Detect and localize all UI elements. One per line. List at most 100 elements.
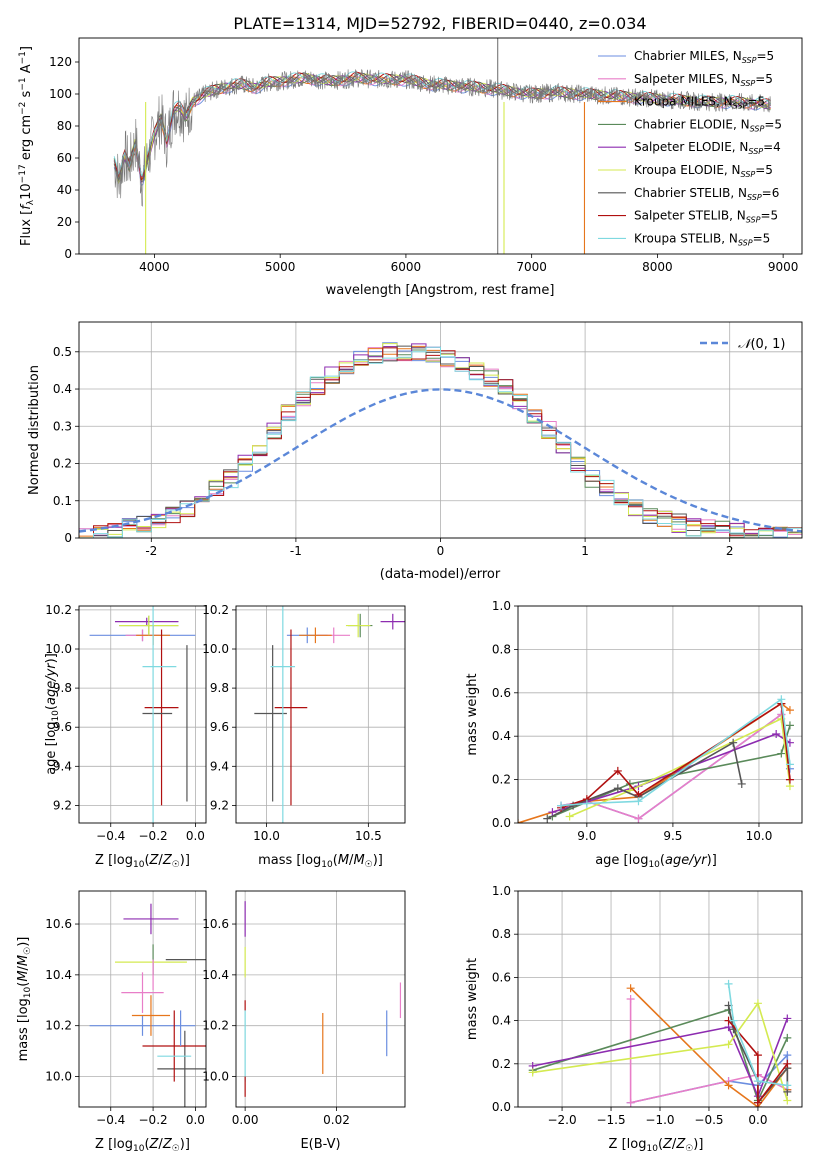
y-tick-label: 0.3	[53, 419, 72, 433]
x-tick-label: 0.0	[748, 1113, 767, 1127]
mass-weight-marker	[772, 730, 781, 739]
plot-area	[244, 901, 402, 1097]
y-tick-label: 0.8	[492, 927, 511, 941]
x-axis-label: Z [log10(Z/Z☉)]	[609, 1137, 704, 1154]
figure-title: PLATE=1314, MJD=52792, FIBERID=0440, z=0…	[233, 14, 646, 33]
mass-weight-marker	[785, 721, 794, 730]
y-tick-label: 10.2	[202, 603, 229, 617]
y-tick-label: 9.2	[210, 798, 229, 812]
spectrum-panel: 4000 5000 6000 7000 8000 9000 0 20 40 60 80 100 120 w…	[18, 37, 803, 298]
y-tick-label: 80	[57, 119, 72, 133]
mass-weight-marker	[634, 814, 643, 823]
y-tick-label: 9.4	[210, 759, 229, 773]
y-tick-label: 40	[57, 183, 72, 197]
y-tick-label: 60	[57, 151, 72, 165]
axes-frame	[235, 605, 406, 824]
axes-frame	[78, 321, 803, 539]
x-tick-label: 6000	[391, 260, 422, 274]
axes-frame	[517, 890, 803, 1108]
y-tick-label: 9.4	[53, 759, 72, 773]
y-tick-label: 10.6	[45, 917, 72, 931]
z-age-panel: −0.4 −0.2 0.0 9.2 9.4 9.6 9.8 10.0 10.2 Z [log10(…	[44, 603, 207, 870]
mass-weight-marker	[783, 1081, 792, 1090]
mass-weight-marker	[753, 999, 762, 1008]
mass-weight-marker	[613, 784, 622, 793]
y-tick-label: 0.1	[53, 494, 72, 508]
mass-weight-marker	[753, 1051, 762, 1060]
y-tick-label: 10.4	[45, 968, 72, 982]
y-tick-label: 10.4	[202, 968, 229, 982]
axes-frame	[517, 605, 803, 824]
y-tick-label: 9.8	[210, 681, 229, 695]
residuals-panel: -2 -1 0 1 2 0 0.1 0.2 0.3 0.4 0.5 (data-model)/erro…	[27, 321, 803, 582]
x-tick-label: 1	[581, 544, 589, 558]
mass-weight-marker	[634, 797, 643, 806]
legend-entry: Kroupa STELIB, NSSP=5	[634, 231, 770, 247]
x-tick-label: 5000	[265, 260, 296, 274]
plot-area	[89, 903, 206, 1107]
legend-entry: Chabrier MILES, NSSP=5	[634, 49, 774, 65]
mass-weight-line	[546, 741, 743, 820]
y-tick-label: 9.8	[53, 681, 72, 695]
mass-weight-marker	[729, 1016, 738, 1025]
y-axis-label: Flux [fλ10−17 erg cm−2 s−1 A−1]	[18, 46, 36, 246]
mass-weight-marker	[724, 979, 733, 988]
x-tick-label: 10.0	[253, 829, 280, 843]
model-spectrum-line	[113, 72, 771, 182]
plot-area	[113, 38, 771, 254]
y-tick-label: 0.4	[492, 1014, 511, 1028]
y-tick-label: 0.4	[53, 382, 72, 396]
mass-weight-marker	[528, 1068, 537, 1077]
legend-entry: Chabrier STELIB, NSSP=6	[634, 186, 779, 202]
y-axis-label: age [log10(age/yr)]	[44, 653, 61, 775]
y-tick-label: 9.2	[53, 798, 72, 812]
mass-weight-marker	[626, 1098, 635, 1107]
x-tick-label: −0.4	[96, 829, 125, 843]
x-tick-label: 0.02	[323, 1113, 350, 1127]
y-tick-label: 9.6	[53, 720, 72, 734]
x-tick-label: −1.5	[596, 1113, 625, 1127]
mass-weight-marker	[737, 779, 746, 788]
axes-frame	[78, 890, 207, 1108]
x-tick-label: 0.0	[186, 829, 205, 843]
mass-weight-marker	[582, 799, 591, 808]
x-tick-label: 9.0	[577, 829, 596, 843]
y-tick-label: 20	[57, 215, 72, 229]
x-axis-label: Z [log10(Z/Z☉)]	[95, 1137, 190, 1154]
mass-weight-marker	[565, 812, 574, 821]
x-tick-label: −0.4	[96, 1113, 125, 1127]
y-tick-label: 10.2	[45, 1019, 72, 1033]
y-tick-label: 0	[64, 531, 72, 545]
y-axis-label: Normed distribution	[27, 365, 42, 495]
x-tick-label: −0.2	[139, 1113, 168, 1127]
mass-weight-line	[532, 1008, 789, 1103]
mass-weight-marker	[783, 1059, 792, 1068]
axes-frame	[78, 37, 803, 255]
mass-weight-marker	[783, 1096, 792, 1105]
axes-frame	[235, 890, 406, 1108]
x-tick-label: −2.0	[547, 1113, 576, 1127]
legend-entry: Kroupa MILES, NSSP=5	[634, 95, 765, 111]
z-mass-panel: −0.4 −0.2 0.0 10.0 10.2 10.4 10.6 Z [log10(Z/Z☉…	[16, 890, 207, 1154]
x-tick-label: 4000	[139, 260, 170, 274]
y-tick-label: 10.2	[202, 1019, 229, 1033]
plot-area	[254, 606, 405, 823]
x-tick-label: 7000	[516, 260, 547, 274]
mass-weight-marker	[729, 738, 738, 747]
x-tick-label: -2	[145, 544, 157, 558]
y-tick-label: 10.0	[45, 642, 72, 656]
y-axis-label: mass weight	[465, 673, 480, 755]
mass-weight-line	[727, 983, 788, 1087]
y-tick-label: 10.2	[45, 603, 72, 617]
plot-area	[79, 342, 802, 538]
x-tick-label: 9000	[768, 260, 799, 274]
x-axis-label: age [log10(age/yr)]	[595, 853, 717, 870]
plot-area	[89, 606, 196, 823]
y-tick-label: 0	[64, 247, 72, 261]
legend-entry: Kroupa ELODIE, NSSP=5	[634, 163, 773, 179]
mass-weight-marker	[626, 984, 635, 993]
y-tick-label: 10.0	[202, 642, 229, 656]
y-tick-label: 0.5	[53, 345, 72, 359]
mass-weight-marker	[753, 1098, 762, 1107]
y-tick-label: 0.6	[492, 970, 511, 984]
